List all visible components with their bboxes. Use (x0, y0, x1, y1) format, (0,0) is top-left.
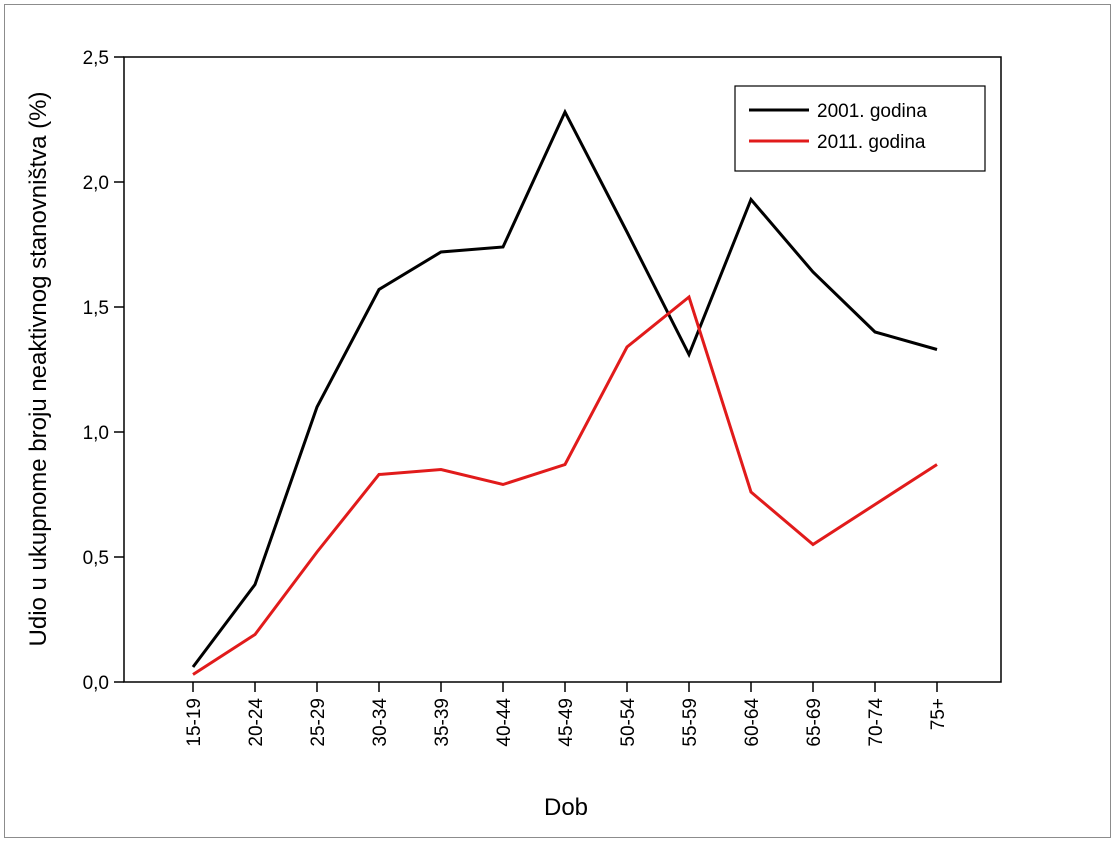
series-line-2001 (191, 108, 938, 668)
x-tick-label: 20-24 (246, 698, 267, 747)
y-tick-label: 0,0 (83, 673, 109, 694)
x-tick-label: 15-19 (184, 698, 205, 747)
legend-box (734, 85, 986, 172)
legend-label-2001: 2001. godina (817, 101, 927, 122)
y-tick-label: 2,5 (83, 48, 109, 69)
series-lines (191, 108, 938, 676)
y-tick-label: 1,5 (83, 298, 109, 319)
y-axis-title: Udio u ukupnome broju neaktivnog stanovn… (25, 92, 52, 647)
x-tick-label: 25-29 (308, 698, 329, 747)
x-tick-label: 55-59 (680, 698, 701, 747)
plot-area (123, 56, 1002, 683)
y-tick-label: 2,0 (83, 173, 109, 194)
x-tick-label: 35-39 (432, 698, 453, 747)
x-tick-label: 45-49 (556, 698, 577, 747)
x-axis-title: Dob (544, 794, 588, 821)
legend-label-2011: 2011. godina (817, 132, 926, 153)
x-tick-label: 50-54 (618, 698, 639, 747)
x-tick-label: 70-74 (866, 698, 887, 747)
x-tick-label: 40-44 (494, 698, 515, 747)
x-tick-label: 65-69 (804, 698, 825, 747)
y-axis: 0,0 0,5 1,0 1,5 2,0 2,5 (83, 48, 124, 694)
x-tick-label: 75+ (928, 698, 949, 730)
x-tick-label: 60-64 (742, 698, 763, 747)
y-tick-label: 0,5 (83, 548, 109, 569)
series-line-2011 (192, 294, 938, 676)
x-tick-label: 30-34 (370, 698, 391, 747)
legend: 2001. godina 2011. godina (734, 85, 986, 172)
x-axis: 15-19 20-24 25-29 30-34 35-39 40-44 45-49 50-54… (184, 682, 949, 747)
y-tick-label: 1,0 (83, 423, 109, 444)
